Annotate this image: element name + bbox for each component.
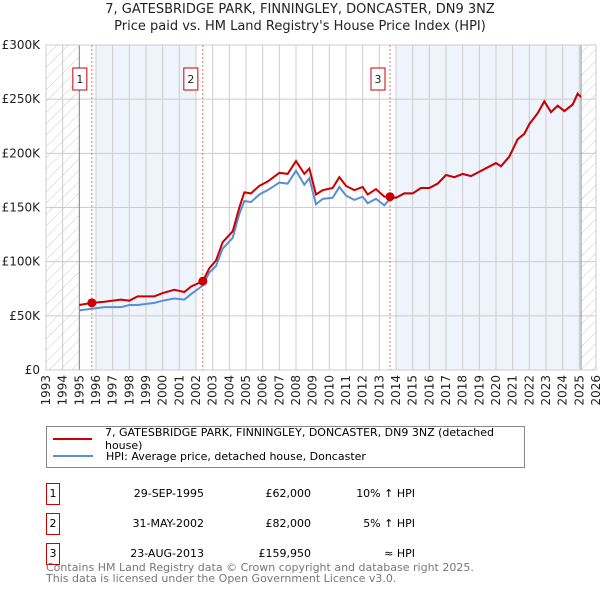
sale-point bbox=[87, 298, 97, 308]
sale-point bbox=[385, 192, 395, 202]
x-tick-label: 2003 bbox=[206, 375, 220, 406]
x-tick-label: 2023 bbox=[539, 375, 553, 406]
y-tick-label: £300K bbox=[2, 38, 42, 52]
legend-label-hpi: HPI: Average price, detached house, Donc… bbox=[106, 449, 366, 463]
sale-row: 1 29-SEP-1995 £62,000 10% ↑ HPI bbox=[46, 483, 446, 505]
x-tick-label: 1993 bbox=[39, 375, 53, 406]
plot-frame bbox=[45, 44, 597, 371]
x-tick-label: 2007 bbox=[272, 375, 286, 406]
x-tick-label: 2019 bbox=[472, 375, 486, 406]
x-tick-label: 2016 bbox=[422, 375, 436, 406]
x-tick-label: 2008 bbox=[289, 375, 303, 406]
sale-hpi-comparison: 10% ↑ HPI bbox=[356, 487, 415, 500]
sale-point bbox=[198, 276, 208, 286]
y-tick-label: £0 bbox=[25, 363, 40, 377]
legend-label-property: 7, GATESBRIDGE PARK, FINNINGLEY, DONCAST… bbox=[104, 426, 494, 452]
y-tick-label: £100K bbox=[2, 255, 42, 269]
x-tick-label: 2025 bbox=[572, 375, 586, 406]
x-tick-label: 1996 bbox=[89, 375, 103, 406]
x-tick-label: 2021 bbox=[506, 375, 520, 406]
sale-hpi-comparison: ≈ HPI bbox=[384, 547, 415, 560]
y-tick-label: £50K bbox=[9, 309, 41, 323]
sale-date: 23-AUG-2013 bbox=[130, 547, 204, 560]
sale-price: £62,000 bbox=[265, 487, 312, 500]
footer-copyright: Contains HM Land Registry data © Crown c… bbox=[46, 561, 474, 574]
legend-swatch-hpi bbox=[53, 455, 93, 457]
x-tick-label: 2017 bbox=[439, 375, 453, 406]
sale-row: 3 23-AUG-2013 £159,950 ≈ HPI bbox=[46, 543, 446, 565]
x-tick-label: 2000 bbox=[156, 375, 170, 406]
sale-price: £159,950 bbox=[258, 547, 312, 560]
footer-licence: This data is licensed under the Open Gov… bbox=[46, 572, 397, 585]
x-tick-label: 2002 bbox=[189, 375, 203, 406]
property-price-line bbox=[79, 92, 582, 306]
x-tick-label: 2022 bbox=[522, 375, 536, 406]
x-tick-label: 2006 bbox=[256, 375, 270, 406]
sale-badge bbox=[370, 67, 386, 91]
chart-plot: 1993 1994 1995 1996 1997 1998 1999 2000 2001 2002… bbox=[2, 38, 600, 406]
sale-badge-number: 3 bbox=[375, 73, 382, 86]
sale-number: 1 bbox=[46, 483, 60, 505]
x-tick-label: 2011 bbox=[339, 375, 353, 406]
y-tick-label: £200K bbox=[2, 146, 42, 160]
x-tick-label: 2012 bbox=[356, 375, 370, 406]
sale-price: £82,000 bbox=[265, 517, 312, 530]
x-tick-label: 2009 bbox=[306, 375, 320, 406]
x-tick-label: 1997 bbox=[106, 375, 120, 406]
x-tick-label: 1994 bbox=[56, 375, 70, 406]
sale-hpi-comparison: 5% ↑ HPI bbox=[363, 517, 415, 530]
y-tick-label: £150K bbox=[2, 201, 42, 215]
x-tick-label: 2024 bbox=[556, 375, 570, 406]
legend-swatch-property bbox=[53, 438, 92, 440]
x-tick-label: 1999 bbox=[139, 375, 153, 406]
y-tick-label: £250K bbox=[2, 92, 42, 106]
x-tick-label: 2015 bbox=[406, 375, 420, 406]
chart-title: 7, GATESBRIDGE PARK, FINNINGLEY, DONCAST… bbox=[105, 2, 495, 17]
x-tick-label: 2004 bbox=[222, 375, 236, 406]
sale-date: 29-SEP-1995 bbox=[133, 487, 204, 500]
x-tick-label: 1995 bbox=[72, 375, 86, 406]
x-tick-label: 2001 bbox=[172, 375, 186, 406]
x-tick-label: 1998 bbox=[122, 375, 136, 406]
x-tick-label: 2026 bbox=[589, 375, 600, 406]
x-tick-label: 2020 bbox=[489, 375, 503, 406]
x-tick-label: 2005 bbox=[239, 375, 253, 406]
sale-badge-number: 1 bbox=[76, 73, 83, 86]
sale-badge bbox=[72, 67, 88, 91]
sale-row: 2 31-MAY-2002 £82,000 5% ↑ HPI bbox=[46, 513, 446, 535]
chart-subtitle: Price paid vs. HM Land Registry's House … bbox=[114, 19, 486, 34]
sale-badge bbox=[183, 67, 199, 91]
sale-number: 2 bbox=[46, 513, 60, 535]
sale-badge-number: 2 bbox=[187, 73, 194, 86]
x-tick-label: 2018 bbox=[456, 375, 470, 406]
x-tick-label: 2010 bbox=[322, 375, 336, 406]
x-tick-label: 2014 bbox=[389, 375, 403, 406]
sale-date: 31-MAY-2002 bbox=[132, 517, 204, 530]
x-tick-label: 2013 bbox=[372, 375, 386, 406]
sale-number: 3 bbox=[46, 543, 60, 565]
legend: 7, GATESBRIDGE PARK, FINNINGLEY, DONCAST… bbox=[46, 426, 525, 468]
